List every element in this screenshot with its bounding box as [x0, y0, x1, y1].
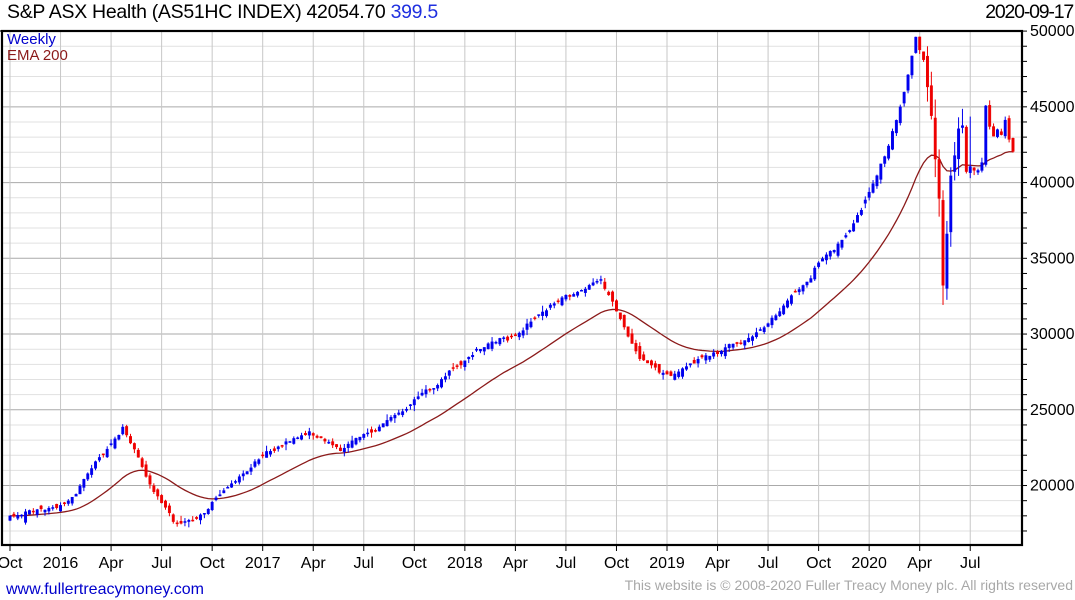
svg-text:2019: 2019 [649, 555, 685, 572]
svg-text:Apr: Apr [705, 555, 731, 572]
svg-text:Jul: Jul [758, 555, 778, 572]
svg-text:2018: 2018 [447, 555, 483, 572]
svg-text:2020: 2020 [851, 555, 887, 572]
svg-text:Jul: Jul [556, 555, 576, 572]
svg-text:This website is © 2008-2020 Fu: This website is © 2008-2020 Fuller Treac… [625, 577, 1073, 593]
svg-text:Weekly: Weekly [7, 31, 56, 48]
svg-text:50000: 50000 [1030, 23, 1075, 40]
svg-text:2020-09-17: 2020-09-17 [985, 1, 1073, 23]
svg-text:2017: 2017 [245, 555, 281, 572]
svg-text:35000: 35000 [1030, 250, 1075, 267]
svg-text:Oct: Oct [604, 555, 629, 572]
svg-text:Oct: Oct [200, 555, 225, 572]
svg-text:Apr: Apr [301, 555, 327, 572]
svg-text:Jul: Jul [960, 555, 980, 572]
svg-text:Oct: Oct [806, 555, 831, 572]
svg-text:45000: 45000 [1030, 99, 1075, 116]
svg-text:30000: 30000 [1030, 326, 1075, 343]
svg-text:Oct: Oct [402, 555, 427, 572]
svg-text:2016: 2016 [43, 555, 79, 572]
svg-text:Apr: Apr [99, 555, 125, 572]
svg-text:EMA 200: EMA 200 [7, 47, 68, 64]
svg-text:Jul: Jul [151, 555, 171, 572]
svg-text:20000: 20000 [1030, 478, 1075, 495]
svg-text:25000: 25000 [1030, 402, 1075, 419]
svg-text:Oct: Oct [0, 555, 23, 572]
svg-text:Apr: Apr [907, 555, 933, 572]
svg-text:S&P ASX Health (AS51HC INDEX): S&P ASX Health (AS51HC INDEX) 42054.70 3… [7, 1, 438, 23]
svg-text:Jul: Jul [354, 555, 374, 572]
svg-text:Apr: Apr [503, 555, 529, 572]
svg-text:40000: 40000 [1030, 175, 1075, 192]
svg-text:www.fullertreacymoney.com: www.fullertreacymoney.com [5, 581, 204, 598]
